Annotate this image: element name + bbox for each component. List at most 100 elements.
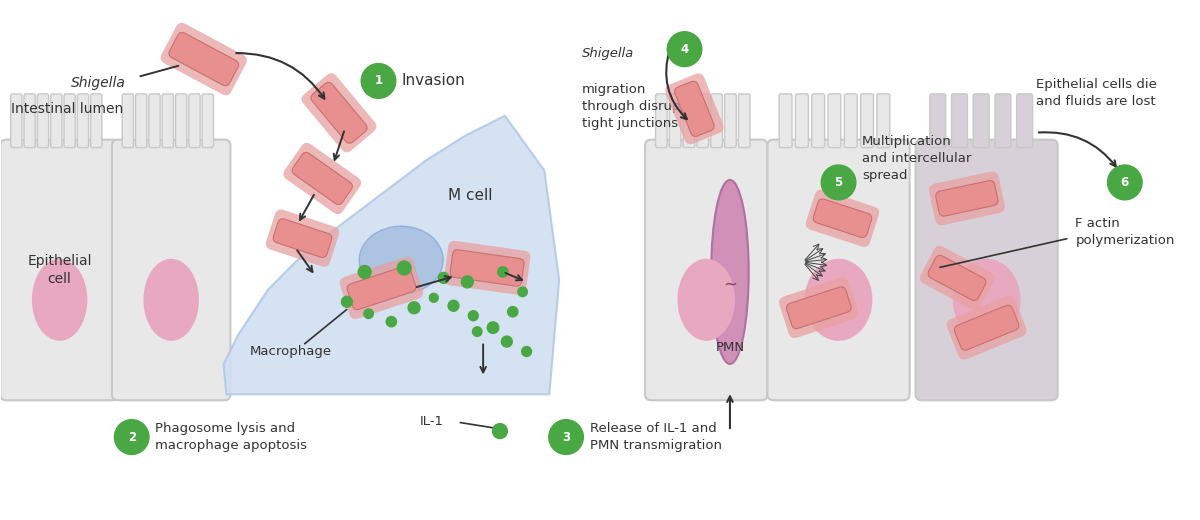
FancyBboxPatch shape <box>738 94 750 148</box>
Text: Release of IL-1 and
PMN transmigration: Release of IL-1 and PMN transmigration <box>589 422 721 452</box>
Circle shape <box>522 346 532 357</box>
Ellipse shape <box>359 226 443 294</box>
FancyBboxPatch shape <box>919 246 995 310</box>
Circle shape <box>518 287 527 296</box>
FancyBboxPatch shape <box>161 23 247 95</box>
Ellipse shape <box>805 259 872 341</box>
FancyBboxPatch shape <box>954 305 1019 350</box>
Text: 6: 6 <box>1121 176 1129 189</box>
FancyBboxPatch shape <box>37 94 49 148</box>
FancyBboxPatch shape <box>64 94 76 148</box>
Ellipse shape <box>32 259 88 341</box>
FancyBboxPatch shape <box>928 255 986 301</box>
FancyBboxPatch shape <box>311 82 367 144</box>
Circle shape <box>667 32 702 67</box>
FancyBboxPatch shape <box>122 94 133 148</box>
FancyBboxPatch shape <box>450 250 524 286</box>
FancyBboxPatch shape <box>929 172 1004 225</box>
Text: Epithelial cells die
and fluids are lost: Epithelial cells die and fluids are lost <box>1036 78 1157 108</box>
FancyBboxPatch shape <box>930 94 946 148</box>
Text: Multiplication
and intercellular
spread: Multiplication and intercellular spread <box>863 135 972 182</box>
FancyBboxPatch shape <box>860 94 874 148</box>
FancyBboxPatch shape <box>916 140 1057 400</box>
Circle shape <box>821 165 856 200</box>
Ellipse shape <box>678 259 736 341</box>
Text: Phagosome lysis and
macrophage apoptosis: Phagosome lysis and macrophage apoptosis <box>155 422 307 452</box>
Circle shape <box>468 311 479 321</box>
Text: ~: ~ <box>722 276 737 294</box>
FancyBboxPatch shape <box>301 73 377 152</box>
Circle shape <box>502 336 512 347</box>
FancyBboxPatch shape <box>936 180 998 216</box>
Circle shape <box>508 307 518 317</box>
FancyBboxPatch shape <box>283 142 361 214</box>
Ellipse shape <box>712 180 749 364</box>
FancyBboxPatch shape <box>670 94 680 148</box>
Text: M cell: M cell <box>448 188 492 203</box>
Circle shape <box>473 327 482 336</box>
FancyBboxPatch shape <box>683 94 695 148</box>
FancyBboxPatch shape <box>697 94 708 148</box>
FancyBboxPatch shape <box>136 94 146 148</box>
Text: Macrophage: Macrophage <box>250 345 332 358</box>
FancyBboxPatch shape <box>947 296 1027 360</box>
FancyBboxPatch shape <box>292 152 353 204</box>
FancyBboxPatch shape <box>112 140 230 400</box>
FancyBboxPatch shape <box>973 94 989 148</box>
Circle shape <box>430 293 438 302</box>
Circle shape <box>548 420 583 454</box>
Circle shape <box>408 302 420 314</box>
Circle shape <box>364 309 373 318</box>
Circle shape <box>386 317 396 327</box>
Circle shape <box>462 276 473 288</box>
Ellipse shape <box>953 259 1020 341</box>
FancyBboxPatch shape <box>188 94 200 148</box>
FancyBboxPatch shape <box>811 94 824 148</box>
Polygon shape <box>223 116 559 394</box>
FancyBboxPatch shape <box>1016 94 1032 148</box>
FancyBboxPatch shape <box>710 94 722 148</box>
FancyBboxPatch shape <box>202 94 214 148</box>
Text: Intestinal lumen: Intestinal lumen <box>11 102 124 116</box>
FancyBboxPatch shape <box>655 94 667 148</box>
FancyBboxPatch shape <box>265 210 340 267</box>
Text: IL-1: IL-1 <box>420 414 444 427</box>
FancyBboxPatch shape <box>274 219 331 257</box>
Text: 4: 4 <box>680 43 689 56</box>
Text: migration
through disrupted
tight junctions: migration through disrupted tight juncti… <box>582 83 702 130</box>
FancyBboxPatch shape <box>725 94 737 148</box>
Circle shape <box>498 267 508 277</box>
FancyBboxPatch shape <box>91 94 102 148</box>
Text: 3: 3 <box>562 431 570 444</box>
Text: 2: 2 <box>127 431 136 444</box>
FancyBboxPatch shape <box>786 287 851 329</box>
FancyBboxPatch shape <box>814 199 871 238</box>
FancyBboxPatch shape <box>877 94 889 148</box>
FancyBboxPatch shape <box>347 266 415 309</box>
FancyBboxPatch shape <box>674 81 714 136</box>
FancyBboxPatch shape <box>768 140 910 400</box>
Circle shape <box>397 261 412 275</box>
Text: F actin
polymerization: F actin polymerization <box>1075 217 1175 247</box>
Ellipse shape <box>144 259 199 341</box>
Text: Shigella: Shigella <box>71 76 126 90</box>
FancyBboxPatch shape <box>162 94 174 148</box>
FancyBboxPatch shape <box>175 94 187 148</box>
FancyBboxPatch shape <box>779 94 792 148</box>
Text: 1: 1 <box>374 74 383 87</box>
FancyBboxPatch shape <box>796 94 809 148</box>
Circle shape <box>492 424 508 438</box>
FancyBboxPatch shape <box>828 94 841 148</box>
Circle shape <box>1108 165 1142 200</box>
Circle shape <box>438 272 449 283</box>
Circle shape <box>448 300 458 311</box>
Text: 5: 5 <box>834 176 842 189</box>
FancyBboxPatch shape <box>11 94 22 148</box>
FancyBboxPatch shape <box>77 94 89 148</box>
Circle shape <box>342 296 353 307</box>
Circle shape <box>361 63 396 98</box>
FancyBboxPatch shape <box>24 94 35 148</box>
Text: Epithelial
cell: Epithelial cell <box>28 254 92 286</box>
Text: Invasion: Invasion <box>401 73 464 88</box>
Circle shape <box>487 322 499 333</box>
